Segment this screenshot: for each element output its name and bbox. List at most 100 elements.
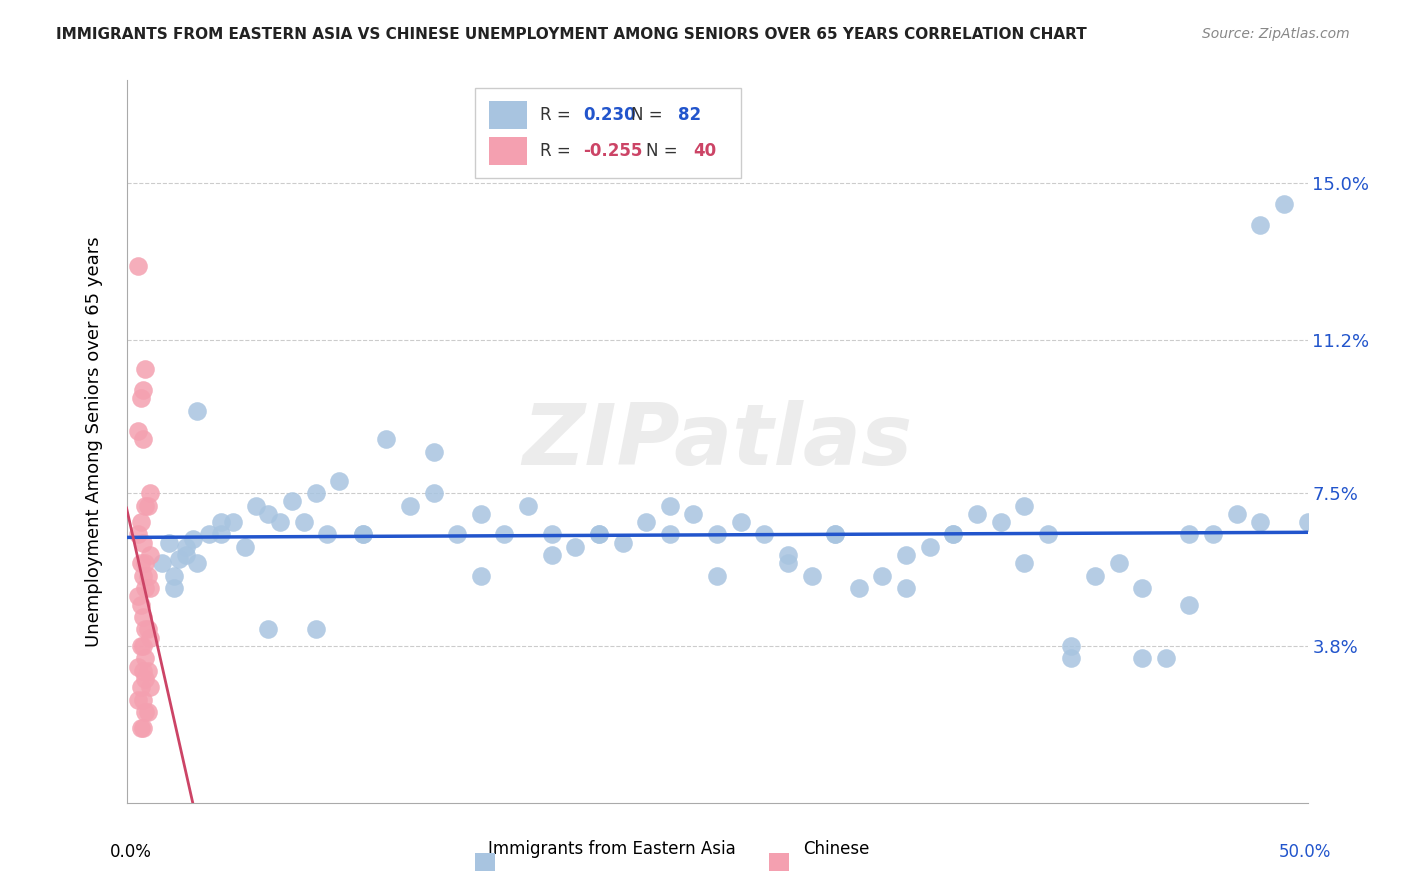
Point [132,433,155,447]
Point [163,568,186,582]
Point [1060,639,1083,653]
Point [167,552,190,566]
Point [139,548,162,562]
Point [129,722,152,736]
Point [127,659,149,673]
Point [209,527,232,541]
Point [470,568,492,582]
Point [776,557,799,571]
Point [127,259,149,273]
Point [1249,218,1271,232]
Point [134,651,156,665]
Point [134,623,156,637]
Point [127,590,149,604]
Point [800,568,823,582]
Point [127,692,149,706]
Point [824,527,846,541]
Point [198,527,221,541]
Point [636,515,658,529]
Point [352,527,374,541]
Point [1012,499,1035,513]
Point [132,692,155,706]
Point [139,631,162,645]
Point [1012,557,1035,571]
Point [139,486,162,500]
Point [564,540,586,554]
Point [186,557,208,571]
Point [134,499,156,513]
Point [1296,515,1319,529]
Point [163,581,186,595]
Point [1060,651,1083,665]
Text: N =: N = [631,106,668,124]
Point [824,527,846,541]
Point [706,527,728,541]
Point [134,362,156,376]
Point [658,499,681,513]
Point [136,499,159,513]
Point [1084,568,1107,582]
Point [132,664,155,678]
FancyBboxPatch shape [475,87,741,178]
Point [540,548,562,562]
Point [134,557,156,571]
Point [132,568,155,582]
Point [517,499,540,513]
Bar [489,137,527,165]
Point [352,527,374,541]
Point [848,581,870,595]
Point [181,532,204,546]
Point [776,548,799,562]
Point [470,507,492,521]
Point [129,557,152,571]
Text: R =: R = [540,142,576,160]
Point [754,527,776,541]
Point [1130,651,1153,665]
Text: N =: N = [647,142,683,160]
Point [1178,527,1201,541]
Point [399,499,422,513]
Point [316,527,339,541]
Y-axis label: Unemployment Among Seniors over 65 years: Unemployment Among Seniors over 65 years [84,236,103,647]
Point [375,433,398,447]
Point [706,568,728,582]
Point [136,568,159,582]
Point [129,391,152,405]
Point [894,581,917,595]
Point [136,623,159,637]
Point [129,598,152,612]
Text: 0.0%: 0.0% [110,843,152,861]
Point [422,486,444,500]
Point [174,548,197,562]
Text: R =: R = [540,106,576,124]
Point [129,639,152,653]
Text: Source: ZipAtlas.com: Source: ZipAtlas.com [1202,27,1350,41]
Point [132,639,155,653]
Point [588,527,610,541]
Point [446,527,468,541]
Text: IMMIGRANTS FROM EASTERN ASIA VS CHINESE UNEMPLOYMENT AMONG SENIORS OVER 65 YEARS: IMMIGRANTS FROM EASTERN ASIA VS CHINESE … [56,27,1087,42]
Text: Chinese: Chinese [803,840,870,858]
Bar [489,101,527,128]
Text: -0.255: -0.255 [583,142,643,160]
Point [233,540,256,554]
Point [918,540,941,554]
Point [966,507,988,521]
Point [304,486,326,500]
Point [1036,527,1059,541]
Point [150,557,173,571]
Point [1154,651,1177,665]
Point [174,540,197,554]
Point [139,581,162,595]
Point [990,515,1012,529]
Point [129,680,152,694]
Point [612,535,634,549]
Point [132,610,155,624]
Point [132,383,155,397]
Point [222,515,245,529]
Point [134,672,156,686]
Point [942,527,965,541]
Point [328,474,350,488]
Point [1272,197,1295,211]
Point [730,515,752,529]
